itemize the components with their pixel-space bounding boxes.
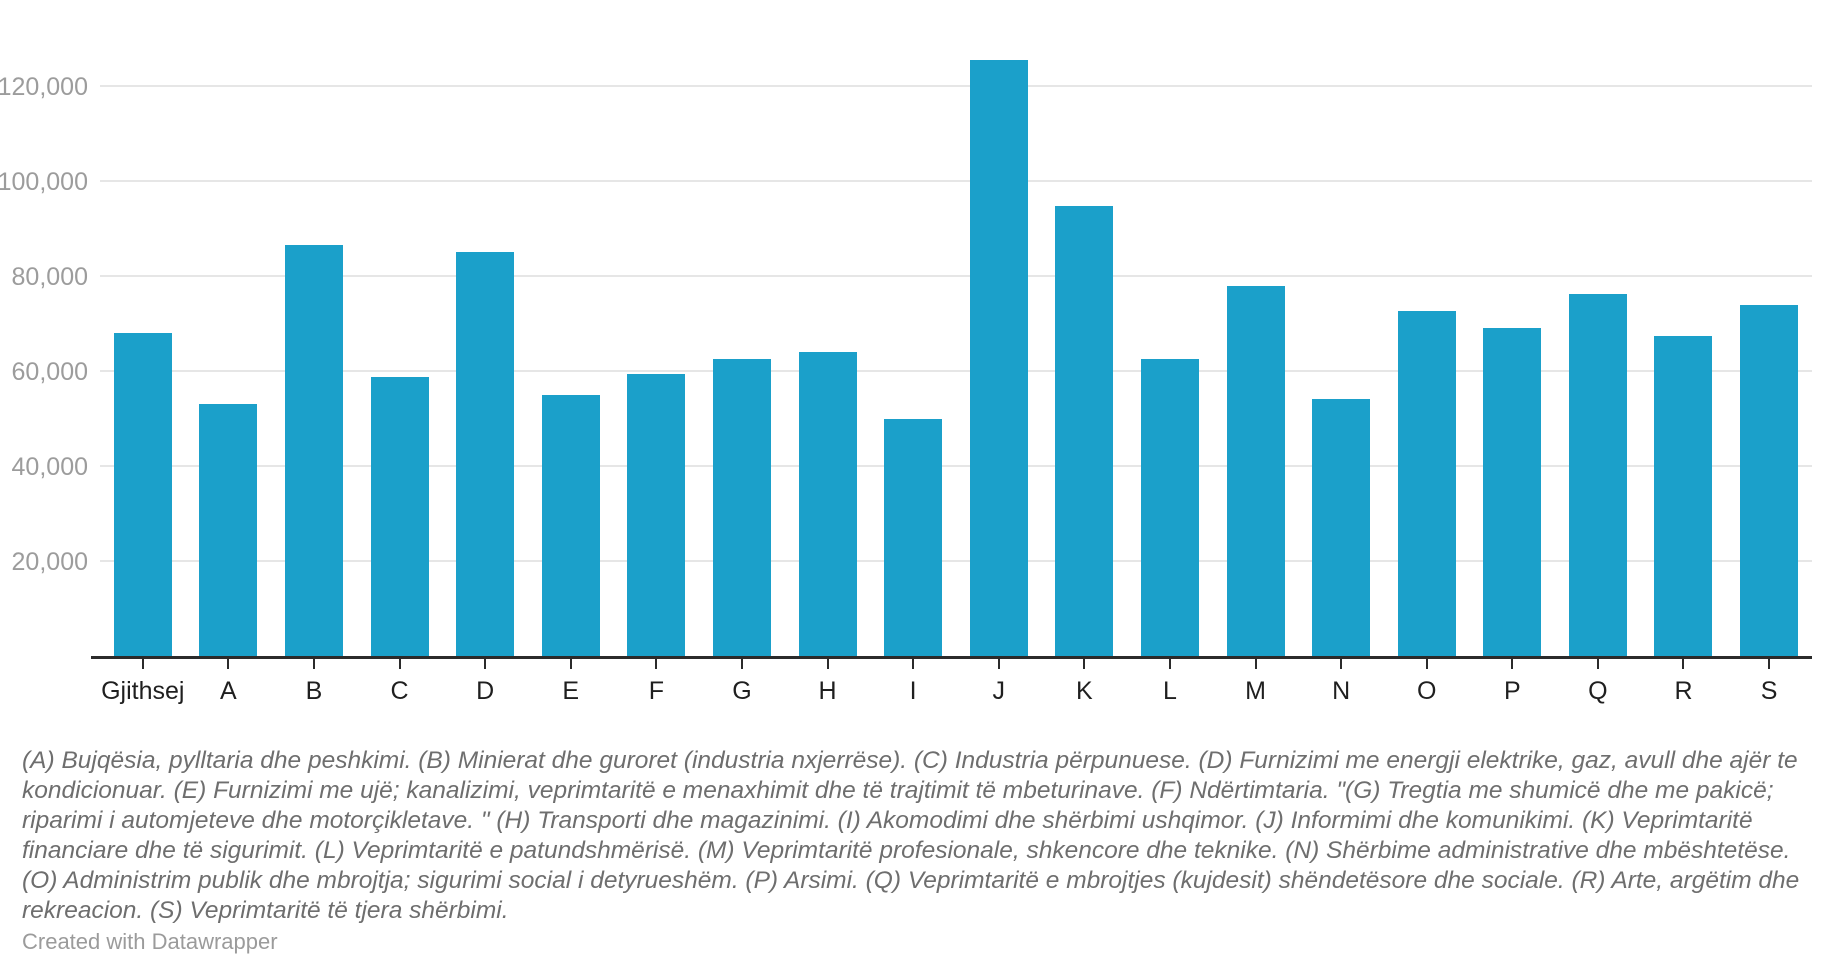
gridline [100,370,1812,373]
x-axis-label: N [1332,677,1351,705]
y-axis-tick-label: 100,000 [0,168,88,197]
bar-slot: A [186,40,272,705]
bar[interactable] [1483,328,1542,657]
x-axis-tick [826,659,829,669]
x-axis-label: B [305,677,323,705]
bar-slot: Gjithsej [100,40,186,705]
x-axis-tick [141,659,144,669]
bar-slot: P [1470,40,1556,705]
bar[interactable] [284,244,343,657]
gridline [100,560,1812,563]
x-axis-tick [227,659,230,669]
x-axis-label: R [1674,677,1693,705]
bar-slot: L [1127,40,1213,705]
x-axis-label: Q [1588,677,1608,705]
bar[interactable] [712,359,771,657]
bar-slot: E [528,40,614,705]
y-axis-tick-label: 40,000 [11,453,88,482]
gridline [100,275,1812,278]
bar-slot: S [1726,40,1812,705]
plot-area: Gjithsej A B C D E F G H I J K L M N O P Q R S [91,40,1812,705]
x-axis-label: K [1075,677,1093,705]
y-axis-tick-label: 20,000 [11,548,88,577]
x-axis-tick [1596,659,1599,669]
bar-slot: J [956,40,1042,705]
bar[interactable] [627,373,686,657]
bar-slot: M [1213,40,1299,705]
bar-slot: I [870,40,956,705]
x-axis-tick [912,659,915,669]
gridline [100,465,1812,468]
y-axis-tick-label: 60,000 [11,358,88,387]
x-axis-tick [740,659,743,669]
bar[interactable] [456,252,515,657]
x-axis-label: O [1416,677,1437,705]
bar[interactable] [1397,311,1456,657]
bar-slot: B [271,40,357,705]
y-axis-tick-label: 80,000 [11,263,88,292]
x-axis-tick [1682,659,1685,669]
bar-slot: F [614,40,700,705]
bar-slot: D [442,40,528,705]
bar-slot: Q [1555,40,1641,705]
x-axis-label: C [390,677,409,705]
bar-slot: K [1042,40,1128,705]
x-axis-label: A [220,677,237,705]
gridline [100,180,1812,183]
x-axis-tick [1425,659,1428,669]
bar[interactable] [1226,286,1285,657]
bar[interactable] [1312,399,1371,657]
x-axis-label: H [818,677,837,705]
x-axis-label: M [1245,677,1266,705]
bar-slot: C [357,40,443,705]
bar[interactable] [113,332,172,657]
bars-row: Gjithsej A B C D E F G H I J K L M N O P Q R S [100,40,1812,705]
x-axis-tick [1511,659,1514,669]
x-axis-tick [997,659,1000,669]
bar[interactable] [798,351,857,657]
bar[interactable] [370,376,429,657]
bar[interactable] [884,419,943,657]
bar[interactable] [969,60,1028,657]
x-axis-label: P [1503,677,1521,705]
bar[interactable] [1740,304,1799,657]
bar[interactable] [1654,336,1713,657]
bar[interactable] [1568,294,1627,657]
x-axis-label: D [476,677,495,705]
x-axis-tick [1254,659,1257,669]
bar[interactable] [541,395,600,657]
bar-slot: O [1384,40,1470,705]
x-axis-label: L [1162,677,1177,705]
gridline [100,85,1812,88]
bar-slot: H [785,40,871,705]
x-axis-tick [484,659,487,669]
x-axis-label: I [909,677,917,705]
bar[interactable] [199,403,258,657]
bar[interactable] [1140,358,1199,657]
x-axis-tick [1768,659,1771,669]
x-axis-label: Gjithsej [101,677,185,705]
x-axis-tick [1340,659,1343,669]
bar-slot: R [1641,40,1727,705]
y-axis-labels: 20,000 40,000 60,000 80,000 100,000 120,000 [0,40,88,657]
y-axis-tick-label: 120,000 [0,73,88,102]
x-axis-tick [655,659,658,669]
x-axis-label: F [648,677,664,705]
x-axis-label: E [562,677,580,705]
x-axis-tick [398,659,401,669]
x-axis-tick [569,659,572,669]
x-axis-label: S [1760,677,1778,705]
x-axis-tick [312,659,315,669]
x-axis-tick [1083,659,1086,669]
bar[interactable] [1055,206,1114,657]
bar-slot: N [1298,40,1384,705]
x-axis-line [91,656,1812,659]
x-axis-label: J [992,677,1005,705]
x-axis-label: G [732,677,752,705]
bar-slot: G [699,40,785,705]
datawrapper-attribution-link[interactable]: Created with Datawrapper [22,929,278,954]
x-axis-tick [1168,659,1171,669]
footnote-text: (A) Bujqësia, pylltaria dhe peshkimi. (B… [22,747,1800,924]
